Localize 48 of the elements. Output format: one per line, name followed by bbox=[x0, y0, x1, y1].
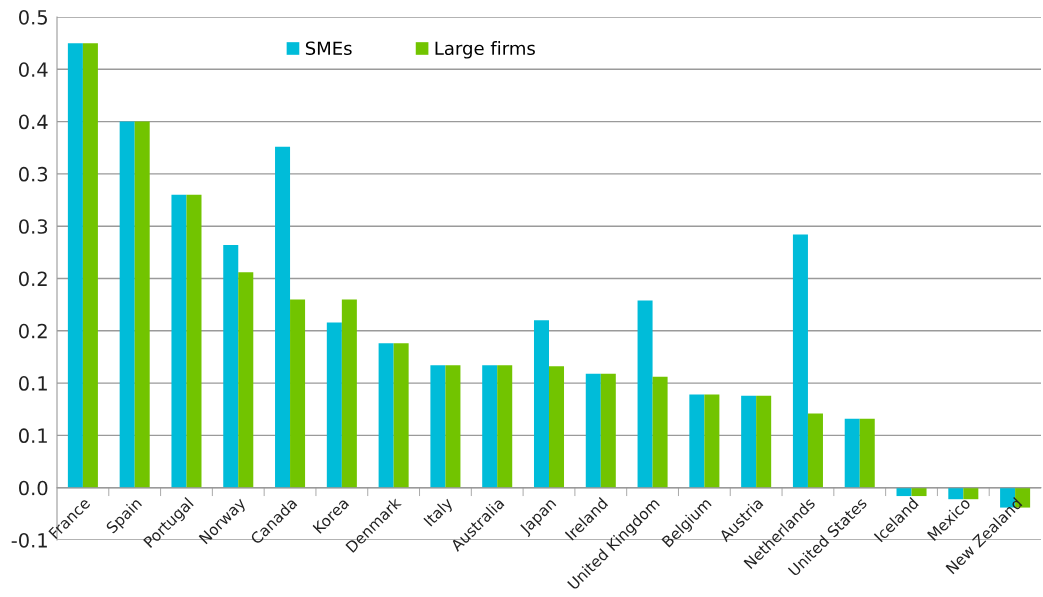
bar bbox=[497, 365, 513, 488]
y-tick-label: 0.3 bbox=[19, 166, 48, 182]
bar bbox=[482, 365, 498, 488]
bar bbox=[67, 43, 83, 488]
bar bbox=[290, 299, 306, 488]
bar bbox=[704, 394, 720, 488]
y-tick-label: -0.1 bbox=[11, 532, 47, 548]
bar bbox=[326, 322, 342, 488]
bar bbox=[585, 373, 601, 488]
bar bbox=[896, 487, 912, 497]
bar bbox=[378, 343, 394, 488]
y-tick-label: 0.2 bbox=[19, 271, 47, 287]
legend-label: SMEs bbox=[305, 41, 352, 56]
bar bbox=[911, 487, 927, 497]
y-tick-label: 0.1 bbox=[19, 428, 47, 444]
bar bbox=[445, 365, 461, 488]
y-tick-label: 0.4 bbox=[19, 62, 48, 77]
bar bbox=[600, 373, 616, 488]
bar bbox=[119, 121, 135, 488]
y-tick-label: 0.1 bbox=[19, 376, 47, 391]
legend-label: Large firms bbox=[435, 41, 535, 59]
bar bbox=[186, 194, 202, 488]
bar bbox=[533, 320, 549, 488]
y-tick-label: 0.4 bbox=[19, 114, 48, 130]
bar bbox=[756, 395, 772, 488]
y-tick-label: 0.5 bbox=[19, 9, 47, 25]
bar bbox=[341, 299, 357, 488]
bar bbox=[275, 146, 291, 488]
bar bbox=[637, 300, 653, 488]
y-tick-label: 0.2 bbox=[19, 323, 47, 339]
bar bbox=[549, 366, 565, 488]
bar bbox=[652, 376, 668, 488]
bar bbox=[807, 413, 823, 488]
bar bbox=[238, 272, 254, 488]
bar bbox=[82, 43, 98, 488]
y-tick-label: 0.0 bbox=[19, 480, 48, 496]
y-tick-label: 0.3 bbox=[19, 219, 48, 234]
bar bbox=[859, 418, 875, 488]
bar bbox=[134, 121, 150, 488]
bar bbox=[223, 245, 239, 488]
bar bbox=[171, 194, 187, 488]
bar bbox=[430, 365, 446, 488]
bar bbox=[689, 394, 705, 488]
bar bbox=[741, 395, 757, 488]
bar bbox=[792, 234, 808, 488]
bar bbox=[844, 418, 860, 488]
bar bbox=[393, 343, 409, 488]
bar bbox=[948, 487, 964, 500]
